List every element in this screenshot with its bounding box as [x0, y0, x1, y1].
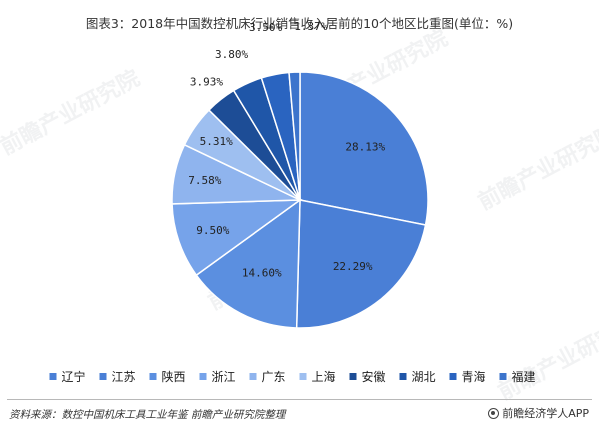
legend-label-9: 青海 [462, 369, 486, 384]
pie-slice-4 [171, 199, 303, 277]
legend-swatch-3 [149, 373, 157, 380]
legend-label-5: 广东 [262, 370, 286, 384]
pie-slice-2 [295, 199, 427, 329]
legend-swatch-4 [199, 373, 207, 380]
chart-legend: 辽宁 江苏 陕西 浙江 广东 上海 安徽 湖北 青海 福建 [49, 369, 536, 384]
pie-slice-10 [288, 71, 301, 201]
legend-label-8: 湖北 [412, 369, 436, 384]
legend-label-6: 上海 [312, 369, 336, 384]
legend-label-10: 福建 [512, 369, 536, 384]
legend-label-4: 浙江 [212, 370, 236, 384]
legend-label-7: 安徽 [362, 369, 386, 384]
slice-labels: 28.13% 22.29% 14.60% 9.50% 7.58% 5.31% 3.93% 3.… [188, 20, 385, 280]
legend-label-1: 辽宁 [62, 369, 86, 384]
chart-title: 图表3：2018年中国数控机床行业销售收入居前的10个地区比重图(单位：%) [85, 16, 514, 31]
footer: 资料来源：数控中国机床工具工业年鉴 前瞻产业研究院整理 前瞻经济学人APP [0, 393, 599, 431]
legend-swatch-1 [49, 373, 57, 380]
brand-logo-icon [488, 407, 500, 419]
source-note: 资料来源：数控中国机床工具工业年鉴 前瞻产业研究院整理 [9, 409, 286, 421]
brand-name: 前瞻经济学人APP [502, 407, 589, 420]
pie-slice-1 [299, 71, 429, 226]
slice-label-9: 3.50% [249, 21, 282, 34]
brand: 前瞻经济学人APP [488, 405, 589, 421]
slice-label-3: 14.60% [242, 267, 282, 280]
slice-label-6: 5.31% [200, 135, 233, 148]
legend-swatch-5 [249, 373, 257, 380]
slice-label-10: 1.37% [294, 20, 327, 33]
slice-label-8: 3.80% [215, 48, 248, 61]
legend-swatch-7 [349, 373, 357, 380]
pie-slice-3 [195, 198, 301, 329]
legend-swatch-8 [399, 373, 407, 380]
slice-label-2: 22.29% [333, 260, 373, 273]
slice-label-1: 28.13% [345, 140, 385, 153]
legend-swatch-10 [499, 373, 507, 380]
legend-label-3: 陕西 [162, 369, 186, 384]
slice-label-4: 9.50% [196, 224, 229, 237]
legend-swatch-2 [99, 373, 107, 380]
pie-chart: 28.13% 22.29% 14.60% 9.50% 7.58% 5.31% 3.93% 3.… [49, 20, 536, 384]
legend-swatch-9 [449, 373, 457, 380]
legend-swatch-6 [299, 373, 307, 380]
legend-label-2: 江苏 [112, 370, 136, 384]
slice-label-7: 3.93% [190, 75, 223, 88]
pie-slices [171, 71, 429, 329]
footer-divider [7, 399, 592, 400]
slice-label-5: 7.58% [188, 174, 221, 187]
